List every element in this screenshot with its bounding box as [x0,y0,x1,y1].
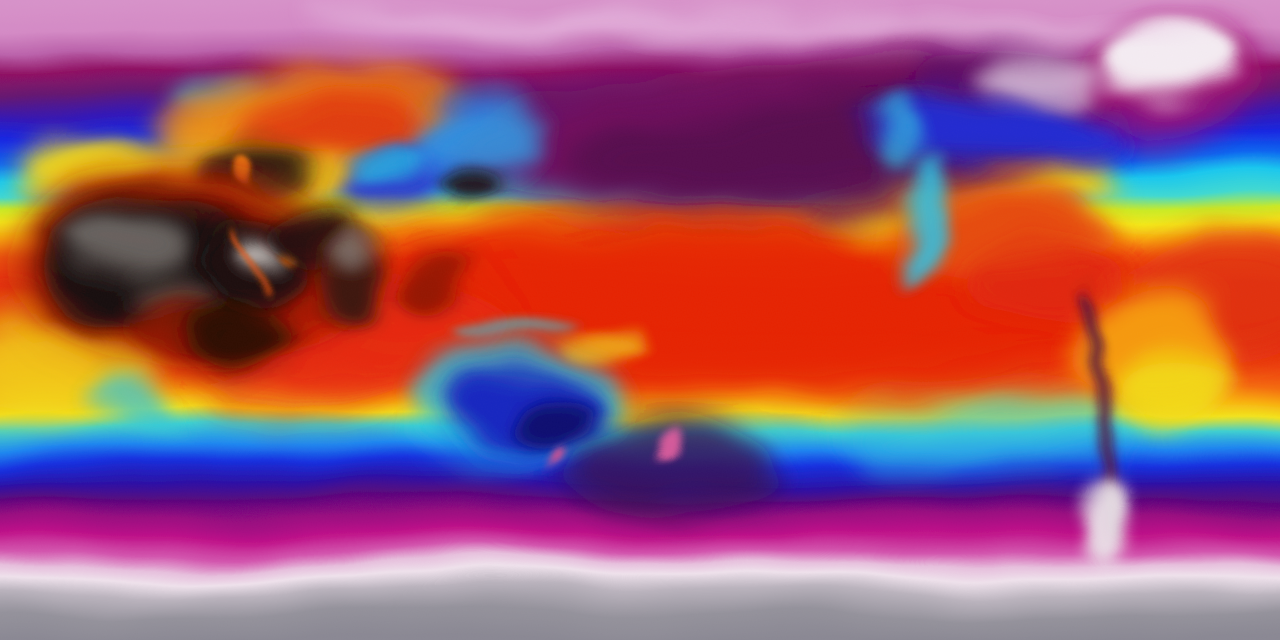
global-temperature-map [0,0,1280,640]
temperature-field-svg [0,0,1280,640]
noise-texture-overlay [0,0,1280,640]
